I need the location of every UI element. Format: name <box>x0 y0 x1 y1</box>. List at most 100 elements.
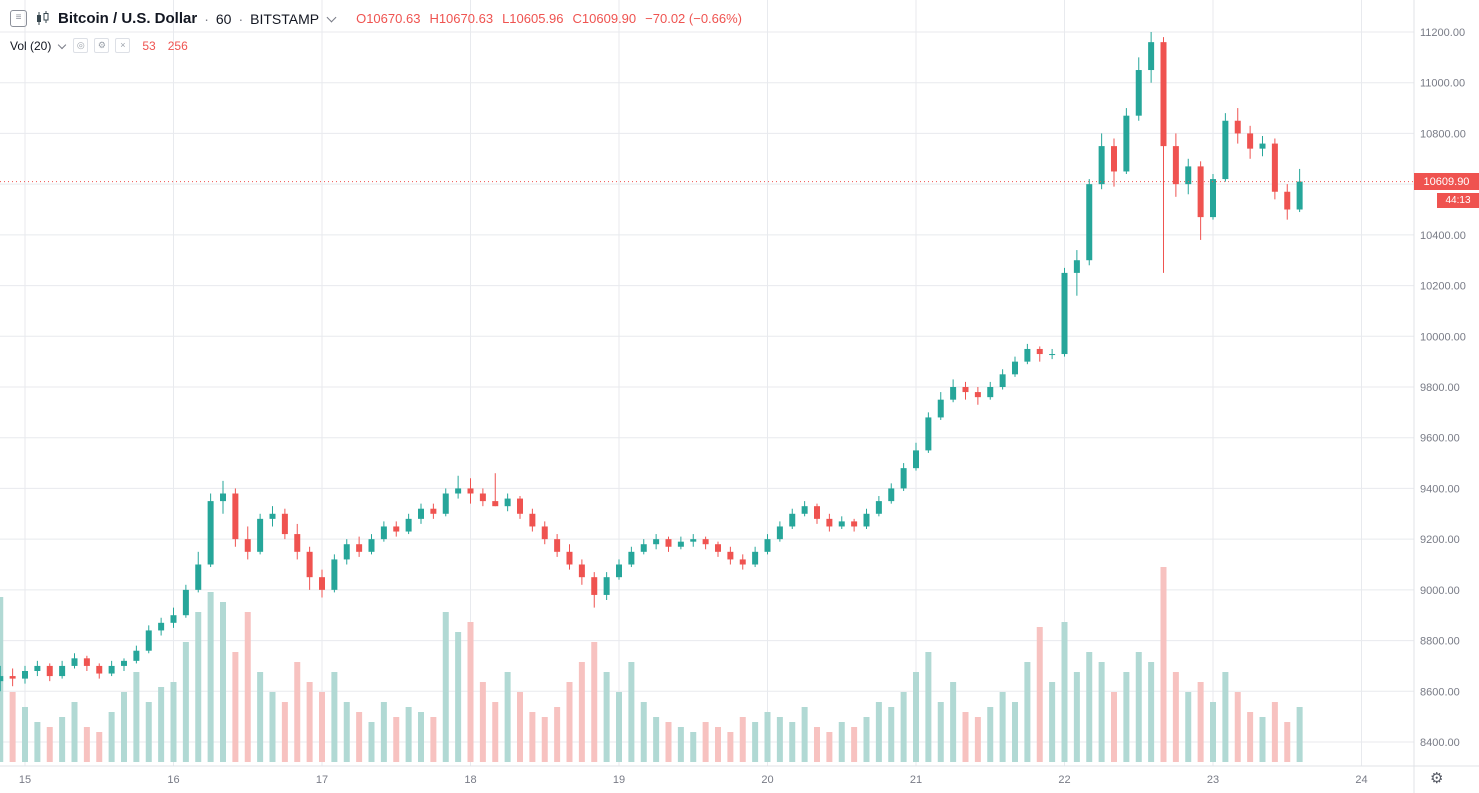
candle-body <box>591 577 598 595</box>
volume-bar <box>319 692 325 762</box>
candle-body <box>987 387 994 398</box>
volume-bar <box>1036 627 1043 762</box>
volume-bar <box>343 702 350 762</box>
ohlc-readout: O10670.63 H10670.63 L10605.96 C10609.90 … <box>356 11 742 26</box>
eye-icon[interactable]: ◎ <box>73 38 89 53</box>
menu-icon[interactable]: ≡ <box>10 10 27 27</box>
candle-body <box>603 577 610 595</box>
volume-bar <box>430 717 437 762</box>
volume-bar <box>133 672 140 762</box>
time-axis-label: 21 <box>910 774 922 786</box>
volume-value: 53 <box>142 38 156 53</box>
candle-body <box>479 493 486 502</box>
volume-bar <box>442 612 449 762</box>
candlestick-style-icon[interactable] <box>34 10 51 27</box>
price-axis-label: 11000.00 <box>1420 78 1465 90</box>
price-axis-label: 10800.00 <box>1420 128 1466 140</box>
chart-interval[interactable]: 60 <box>215 10 232 27</box>
candle-body <box>677 541 684 547</box>
candle-body <box>690 539 697 542</box>
candle-body <box>814 506 820 519</box>
candle-body <box>455 488 462 494</box>
volume-bar <box>913 672 919 762</box>
volume-bar <box>96 732 103 762</box>
candle-body <box>801 506 808 514</box>
gear-icon[interactable]: ⚙ <box>1430 770 1444 787</box>
candle-body <box>640 544 647 552</box>
candle-body <box>195 564 202 590</box>
volume-bar <box>702 722 709 762</box>
exchange-name[interactable]: BITSTAMP <box>250 10 320 27</box>
volume-bar <box>306 682 313 762</box>
candle-body <box>71 658 78 666</box>
candle-body <box>999 374 1006 387</box>
price-axis-label: 10400.00 <box>1420 230 1466 242</box>
volume-bar <box>937 702 944 762</box>
candle-body <box>789 513 796 527</box>
volume-bar <box>220 602 226 762</box>
indicator-settings-icon[interactable]: ⚙ <box>94 38 110 53</box>
volume-bar <box>962 712 969 762</box>
volume-bar <box>83 727 90 762</box>
symbol-name[interactable]: Bitcoin / U.S. Dollar <box>58 10 198 27</box>
candle-body <box>83 658 90 666</box>
candle-body <box>368 539 375 552</box>
price-axis-label: 10200.00 <box>1420 281 1466 293</box>
volume-bar <box>863 717 870 762</box>
volume-bar <box>145 702 152 762</box>
candle-body <box>1036 348 1043 355</box>
candle-body <box>319 577 325 590</box>
candle-body <box>913 450 919 469</box>
volume-bar <box>455 632 462 762</box>
volume-bar <box>888 707 895 762</box>
volume-bar <box>1284 722 1291 762</box>
candle-body <box>826 518 833 527</box>
volume-bar <box>578 662 585 762</box>
candle-body <box>888 488 895 502</box>
price-axis-label: 9600.00 <box>1420 433 1460 445</box>
candle-body <box>0 676 4 682</box>
candle-body <box>467 488 474 494</box>
volume-bar <box>232 652 239 762</box>
candle-body <box>1135 70 1142 116</box>
chevron-down-icon[interactable] <box>326 12 337 22</box>
time-axis-label: 22 <box>1058 774 1070 786</box>
price-axis-label: 8400.00 <box>1420 737 1460 749</box>
candle-body <box>1172 146 1179 185</box>
volume-bar <box>801 707 808 762</box>
candle-body <box>380 526 387 540</box>
candle-body <box>34 665 41 671</box>
candle-body <box>727 551 734 560</box>
candle-body <box>1185 166 1192 185</box>
high-value: H10670.63 <box>429 11 494 26</box>
close-icon[interactable]: × <box>115 38 131 53</box>
candle-body <box>665 539 672 547</box>
candle-body <box>1148 42 1155 71</box>
volume-indicator-legend: Vol (20) ◎ ⚙ × 53 256 <box>10 38 188 53</box>
volume-bar <box>1123 672 1130 762</box>
candle-body <box>578 564 585 578</box>
candle-body <box>950 387 957 400</box>
volume-indicator-label[interactable]: Vol (20) <box>10 38 52 53</box>
volume-bar <box>1012 702 1018 762</box>
candle-body <box>776 526 783 540</box>
candle-body <box>22 671 28 679</box>
price-axis-label: 8800.00 <box>1420 636 1460 648</box>
chevron-down-icon[interactable] <box>58 40 67 49</box>
volume-bar <box>257 672 264 762</box>
volume-bar <box>34 722 41 762</box>
candle-body <box>739 559 746 565</box>
volume-bar <box>1098 662 1105 762</box>
chart-legend-main: ≡ Bitcoin / U.S. Dollar · 60 · BITSTAMP … <box>10 10 742 27</box>
volume-bar <box>900 692 907 762</box>
volume-bar <box>405 707 412 762</box>
candle-body <box>504 498 511 507</box>
candle-body <box>145 630 152 651</box>
candle-body <box>1259 143 1266 149</box>
volume-values: 53 256 <box>142 39 187 53</box>
volume-bar <box>121 692 127 762</box>
close-value: C10609.90 <box>572 11 637 26</box>
volume-bar <box>838 722 845 762</box>
volume-bar <box>826 732 833 762</box>
